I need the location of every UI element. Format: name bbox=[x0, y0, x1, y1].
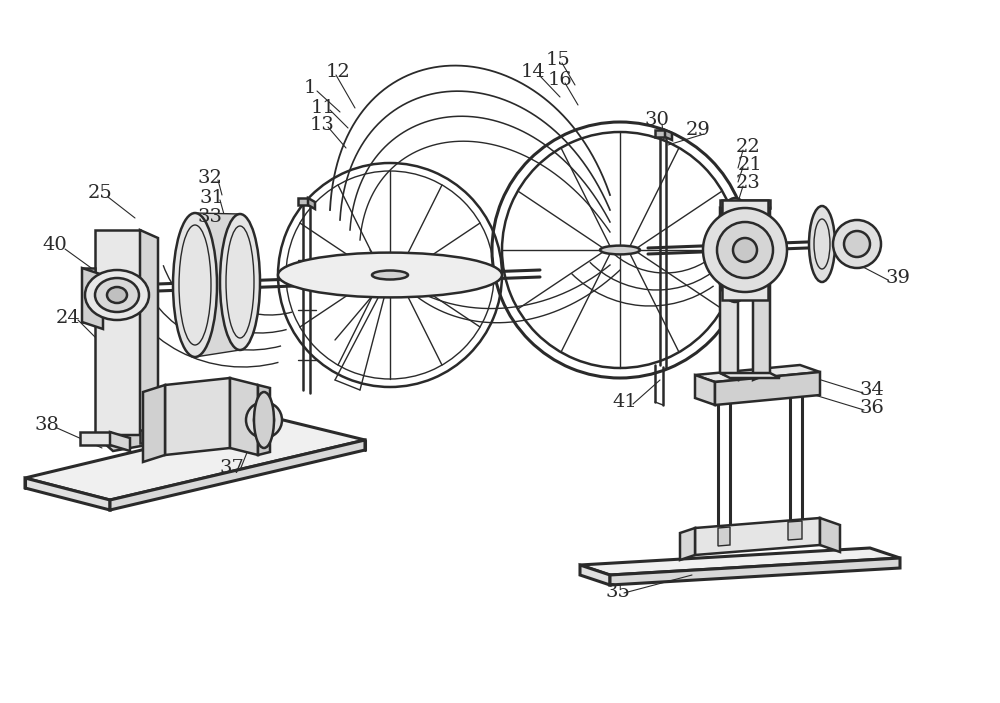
Polygon shape bbox=[308, 198, 315, 209]
Polygon shape bbox=[95, 230, 140, 435]
Polygon shape bbox=[82, 268, 95, 322]
Ellipse shape bbox=[809, 206, 835, 282]
Polygon shape bbox=[195, 213, 240, 357]
Ellipse shape bbox=[715, 198, 755, 302]
Text: 24: 24 bbox=[56, 309, 80, 327]
Polygon shape bbox=[25, 478, 110, 510]
Ellipse shape bbox=[95, 278, 139, 312]
Polygon shape bbox=[95, 435, 158, 451]
Text: 12: 12 bbox=[326, 63, 350, 81]
Polygon shape bbox=[25, 418, 365, 500]
Ellipse shape bbox=[278, 252, 502, 297]
Text: 39: 39 bbox=[886, 269, 910, 287]
Polygon shape bbox=[720, 200, 770, 208]
Polygon shape bbox=[165, 378, 230, 455]
Circle shape bbox=[254, 410, 274, 430]
Text: 31: 31 bbox=[200, 189, 224, 207]
Polygon shape bbox=[298, 198, 308, 205]
Ellipse shape bbox=[220, 214, 260, 350]
Text: 21: 21 bbox=[738, 156, 762, 174]
Text: 36: 36 bbox=[860, 399, 884, 417]
Text: 14: 14 bbox=[521, 63, 545, 81]
Polygon shape bbox=[580, 565, 610, 585]
Text: 23: 23 bbox=[736, 174, 760, 192]
Text: 32: 32 bbox=[198, 169, 222, 187]
Polygon shape bbox=[165, 430, 182, 449]
Polygon shape bbox=[580, 548, 900, 575]
Polygon shape bbox=[680, 528, 695, 560]
Text: 33: 33 bbox=[198, 208, 222, 226]
Polygon shape bbox=[695, 518, 820, 555]
Text: 34: 34 bbox=[860, 381, 884, 399]
Polygon shape bbox=[720, 373, 780, 378]
Ellipse shape bbox=[254, 392, 274, 448]
Polygon shape bbox=[722, 200, 768, 300]
Polygon shape bbox=[110, 432, 130, 451]
Ellipse shape bbox=[844, 231, 870, 257]
Polygon shape bbox=[258, 385, 270, 455]
Polygon shape bbox=[610, 558, 900, 585]
Polygon shape bbox=[230, 378, 258, 455]
Polygon shape bbox=[82, 268, 103, 329]
Text: 11: 11 bbox=[311, 99, 335, 117]
Text: 25: 25 bbox=[88, 184, 112, 202]
Ellipse shape bbox=[717, 222, 773, 278]
Text: 37: 37 bbox=[220, 459, 244, 477]
Polygon shape bbox=[665, 130, 672, 140]
Ellipse shape bbox=[733, 238, 757, 262]
Polygon shape bbox=[80, 432, 110, 445]
Text: 30: 30 bbox=[645, 111, 669, 129]
Text: 1: 1 bbox=[304, 79, 316, 97]
Text: 38: 38 bbox=[35, 416, 59, 434]
Polygon shape bbox=[753, 208, 770, 380]
Polygon shape bbox=[140, 430, 165, 443]
Polygon shape bbox=[655, 130, 665, 137]
Text: 16: 16 bbox=[548, 71, 572, 89]
Polygon shape bbox=[140, 230, 158, 443]
Text: 29: 29 bbox=[686, 121, 710, 139]
Text: 15: 15 bbox=[546, 51, 570, 69]
Polygon shape bbox=[143, 385, 165, 462]
Ellipse shape bbox=[600, 245, 640, 254]
Polygon shape bbox=[110, 440, 365, 510]
Text: 35: 35 bbox=[606, 583, 630, 601]
Text: 41: 41 bbox=[613, 393, 637, 411]
Polygon shape bbox=[715, 372, 820, 405]
Polygon shape bbox=[695, 375, 715, 405]
Polygon shape bbox=[718, 527, 730, 546]
Circle shape bbox=[246, 402, 282, 438]
Text: 13: 13 bbox=[310, 116, 334, 134]
Ellipse shape bbox=[107, 287, 127, 303]
Ellipse shape bbox=[833, 220, 881, 268]
Polygon shape bbox=[820, 518, 840, 552]
Ellipse shape bbox=[173, 213, 217, 357]
Text: 40: 40 bbox=[43, 236, 67, 254]
Text: 22: 22 bbox=[736, 138, 760, 156]
Ellipse shape bbox=[85, 270, 149, 320]
Polygon shape bbox=[695, 365, 820, 382]
Ellipse shape bbox=[703, 208, 787, 292]
Ellipse shape bbox=[372, 271, 408, 280]
Polygon shape bbox=[788, 521, 802, 540]
Polygon shape bbox=[720, 208, 738, 380]
